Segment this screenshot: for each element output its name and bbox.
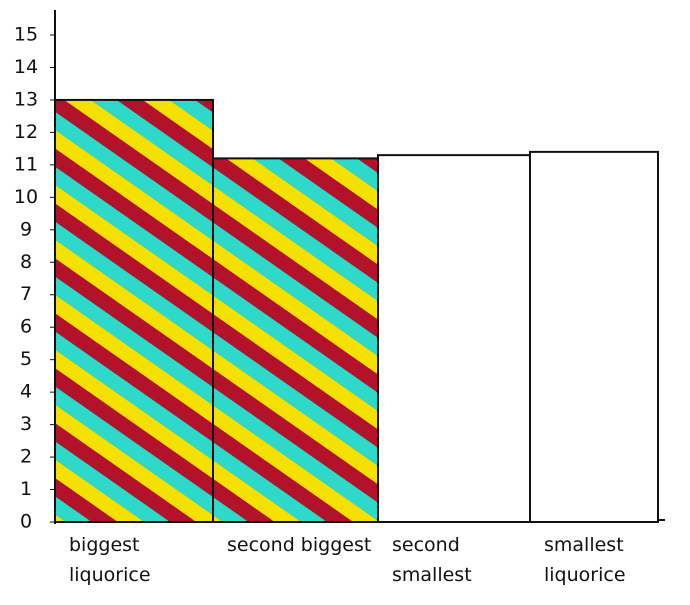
y-tick-label: 0 [20, 511, 32, 533]
bar [212, 157, 379, 524]
y-tick-label: 7 [20, 283, 32, 305]
y-tick-label: 11 [14, 153, 38, 175]
y-tick-label: 15 [14, 24, 38, 46]
y-tick-label: 4 [20, 381, 32, 403]
y-tick-label: 1 [20, 478, 32, 500]
y-tick-label: 12 [14, 121, 38, 143]
x-tick-label: smallest liquorice [544, 534, 626, 586]
y-tick-label: 3 [20, 413, 32, 435]
y-tick-label: 5 [20, 348, 32, 370]
y-tick-label: 8 [20, 251, 32, 273]
bar [529, 150, 659, 523]
y-tick-label: 6 [20, 316, 32, 338]
x-tick-label: second biggest [227, 534, 372, 556]
bar [54, 98, 214, 524]
y-tick-label: 9 [20, 218, 32, 240]
y-tick-label: 13 [14, 88, 38, 110]
x-tick-label: second smallest [392, 534, 472, 586]
bar [377, 154, 531, 523]
x-tick-label: biggest liquorice [69, 534, 151, 586]
y-tick-label: 2 [20, 446, 32, 468]
y-tick-label: 14 [14, 56, 38, 78]
y-tick-label: 10 [14, 186, 38, 208]
